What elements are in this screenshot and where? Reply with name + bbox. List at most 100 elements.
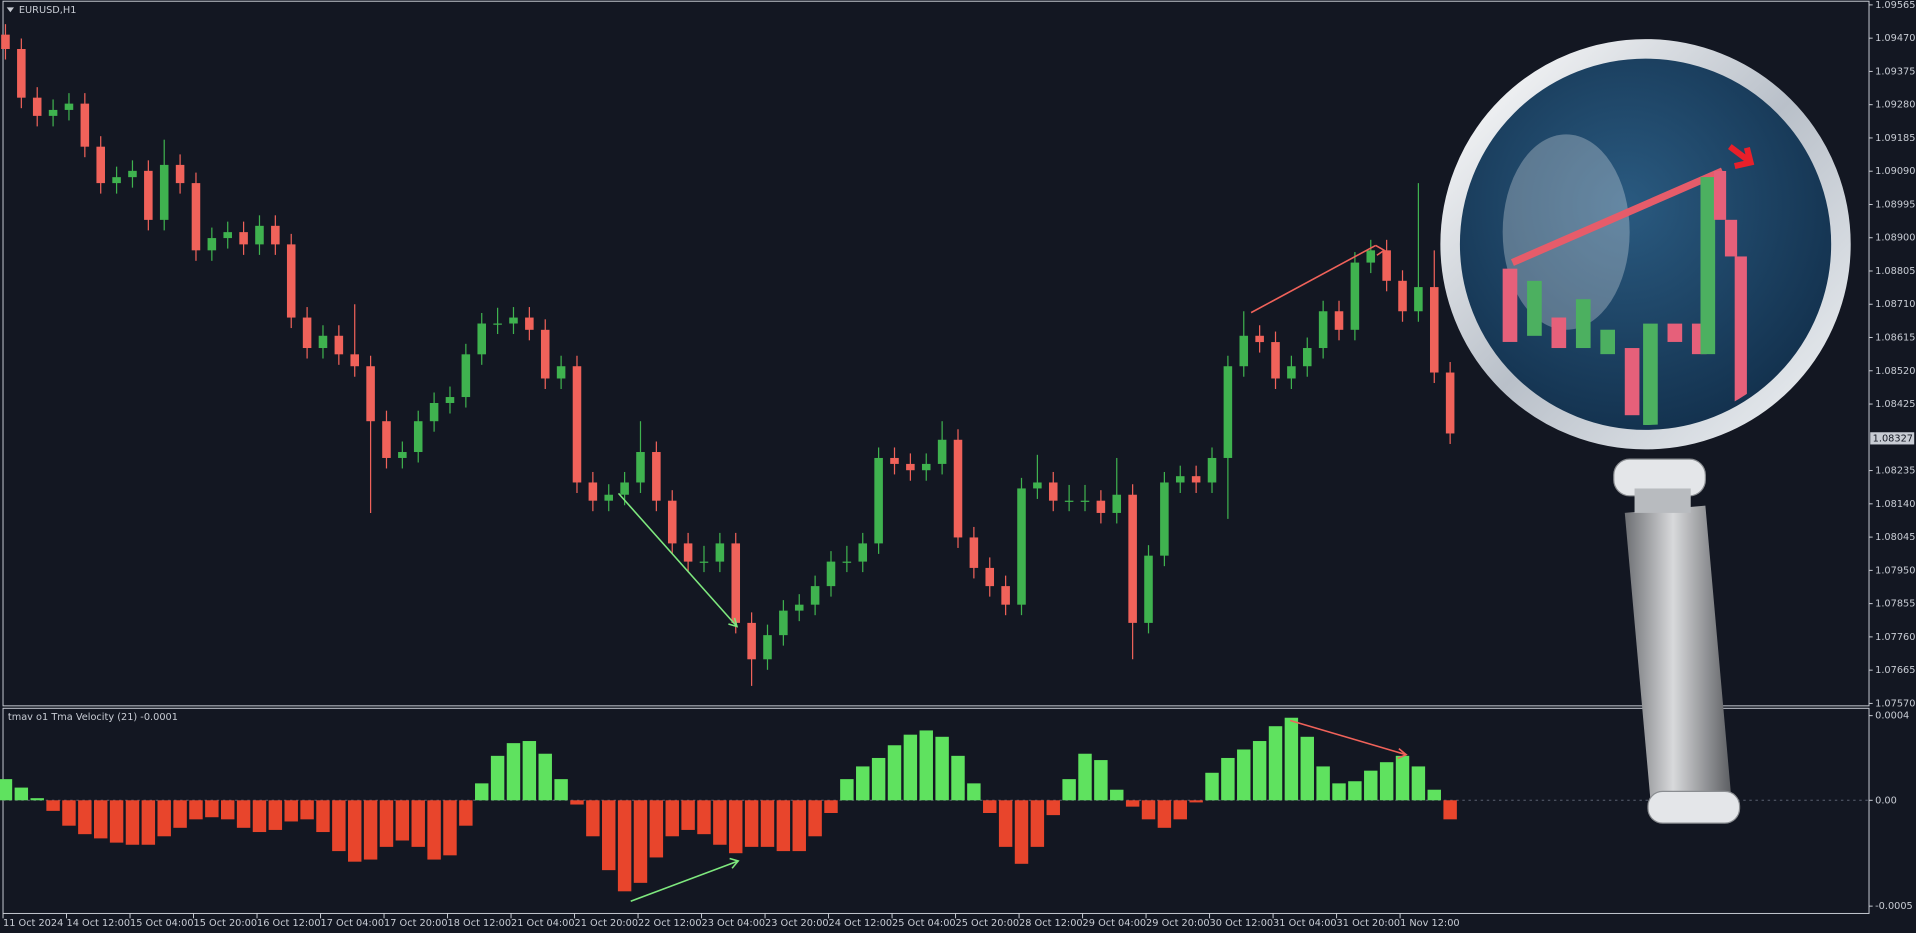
histogram-bar — [252, 800, 267, 833]
candle-body — [1160, 482, 1169, 556]
y-tick-label: 1.07760 — [1875, 632, 1915, 643]
candle-body — [413, 421, 423, 453]
candle-body — [477, 323, 487, 355]
current-price-box — [1870, 432, 1915, 445]
x-tick-label: 21 Oct 20:00 — [575, 918, 639, 929]
histogram-bar — [1094, 760, 1108, 801]
candle-body — [1033, 482, 1042, 489]
candle-body — [556, 366, 566, 379]
histogram-bar — [30, 798, 44, 801]
lens-glare — [1502, 134, 1630, 330]
candle-body — [874, 457, 883, 544]
histogram-bar — [856, 766, 870, 801]
histogram-bar — [935, 736, 949, 801]
y-tick-label: 1.08425 — [1875, 399, 1915, 410]
candle-body — [969, 537, 979, 568]
histogram-bar — [887, 745, 902, 801]
candle-body — [1144, 555, 1153, 623]
candle-body — [1239, 335, 1249, 367]
histogram-bar — [713, 800, 727, 845]
x-tick-label: 21 Oct 04:00 — [511, 918, 575, 929]
histogram-bar — [1364, 770, 1378, 801]
candle-body — [1414, 287, 1423, 312]
candle-body — [1334, 311, 1344, 330]
divergence-line — [1250, 244, 1377, 314]
y-tick-label: 1.08045 — [1875, 532, 1915, 543]
histogram-bar — [1427, 789, 1441, 801]
symbol-title: EURUSD,H1 — [19, 5, 77, 16]
candle-body — [1445, 372, 1455, 434]
candle-body — [842, 561, 852, 563]
candle-body — [826, 561, 836, 587]
histogram-bar — [1395, 755, 1410, 801]
main-panel — [2, 0, 1870, 707]
histogram-bar — [586, 800, 600, 837]
y-tick-label: 0.00 — [1875, 795, 1897, 806]
candle-body — [731, 543, 741, 623]
histogram-bar — [665, 800, 679, 837]
candle-body — [620, 482, 629, 495]
candle-body — [1318, 311, 1328, 349]
histogram-bar — [554, 779, 568, 801]
zoomed-candle — [1502, 268, 1518, 342]
histogram-bar — [109, 800, 124, 843]
zoomed-candle — [1575, 299, 1591, 349]
histogram-bar — [1443, 800, 1457, 820]
candle-body — [128, 170, 137, 178]
histogram-bar — [1411, 766, 1426, 801]
x-tick-label: 23 Oct 04:00 — [702, 918, 766, 929]
candle-body — [652, 452, 661, 501]
candle-body — [1112, 494, 1122, 513]
histogram-bar — [205, 800, 219, 818]
x-tick-label: 28 Oct 12:00 — [1019, 918, 1083, 929]
histogram-bar — [316, 800, 330, 833]
x-tick-label: 30 Oct 12:00 — [1210, 918, 1274, 929]
y-tick-label: 1.08995 — [1875, 199, 1915, 210]
candle-body — [48, 109, 58, 116]
histogram-bar — [284, 800, 298, 822]
candle-body — [255, 225, 264, 245]
x-tick-label: 15 Oct 20:00 — [194, 918, 258, 929]
candle-body — [32, 97, 42, 116]
histogram-bar — [1252, 741, 1267, 801]
histogram-bar — [602, 800, 616, 871]
y-tick-label: 1.08805 — [1875, 266, 1915, 277]
candle-body — [159, 164, 169, 220]
divergence-line — [1289, 719, 1407, 756]
y-tick-label: 1.08520 — [1875, 366, 1915, 377]
candle-body — [1064, 500, 1074, 502]
candle-body — [794, 604, 804, 611]
candle-body — [286, 244, 296, 318]
candle-body — [445, 397, 455, 403]
histogram-bar — [0, 779, 13, 801]
y-tick-label: 1.08900 — [1875, 233, 1915, 244]
x-tick-label: 22 Oct 12:00 — [638, 918, 702, 929]
zoomed-candle — [1600, 329, 1616, 355]
candle-body — [1096, 500, 1106, 513]
histogram-bar — [1125, 800, 1140, 807]
panel-menu-icon[interactable] — [6, 7, 15, 13]
histogram-bar — [1110, 789, 1124, 801]
candle-body — [588, 482, 598, 501]
histogram-bar — [919, 730, 933, 801]
candle-body — [318, 335, 328, 349]
histogram-bar — [1014, 800, 1029, 864]
candle-body — [112, 177, 121, 184]
x-tick-label: 25 Oct 20:00 — [956, 918, 1020, 929]
y-tick-label: 1.09375 — [1875, 66, 1915, 77]
candle-body — [207, 238, 217, 251]
histogram-bar — [443, 800, 457, 856]
divergence-arrow — [1397, 747, 1408, 760]
y-tick-label: 1.08615 — [1875, 333, 1915, 344]
histogram-bar — [1189, 800, 1203, 803]
indicator-panel — [2, 707, 1870, 914]
magnifier-neck — [1634, 488, 1691, 513]
histogram-bar — [78, 800, 92, 835]
candle-body — [334, 335, 344, 355]
candle-body — [1429, 287, 1439, 373]
candle-body — [1191, 476, 1201, 483]
histogram-bar — [538, 753, 552, 801]
candle-body — [1366, 250, 1376, 263]
histogram-bar — [379, 800, 394, 847]
